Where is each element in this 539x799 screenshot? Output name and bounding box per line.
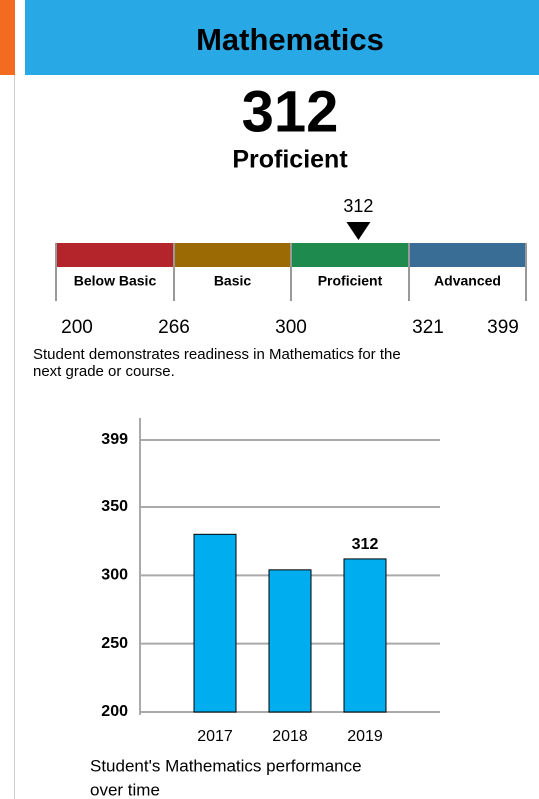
cut-label: 300 [275,317,307,338]
cut-label: 399 [487,317,519,338]
chart-caption: Student's Mathematics performance [90,756,362,775]
bar [268,569,312,713]
bar [193,533,237,713]
y-tick-label: 200 [101,703,128,720]
data-label: 312 [352,536,379,553]
scale-band [56,243,173,267]
y-tick-label: 250 [101,635,128,652]
band-label: Advanced [434,273,501,289]
y-tick-label: 350 [101,498,128,515]
accent-strip [0,0,15,75]
scale-band [175,243,290,267]
cut-label: 266 [158,317,190,338]
marker-label: 312 [343,196,373,216]
y-tick-label: 399 [101,431,128,448]
score-marker [346,222,371,240]
header-bar [25,0,539,75]
scale-band [410,243,526,267]
band-label: Below Basic [74,273,157,289]
chart-caption: over time [90,780,160,799]
cut-label: 321 [412,317,444,338]
cut-label: 200 [61,317,93,338]
description: Student demonstrates readiness in Mathem… [33,346,401,363]
x-tick-label: 2017 [197,728,233,745]
bar [343,558,387,713]
x-tick-label: 2018 [272,728,308,745]
score-level: Proficient [232,146,348,174]
scale-band [292,243,408,267]
description: next grade or course. [33,363,175,380]
header-title: Mathematics [196,22,384,57]
y-tick-label: 300 [101,567,128,584]
x-tick-label: 2019 [347,728,383,745]
band-label: Basic [214,273,252,289]
band-label: Proficient [318,273,383,289]
score-value: 312 [242,79,339,144]
